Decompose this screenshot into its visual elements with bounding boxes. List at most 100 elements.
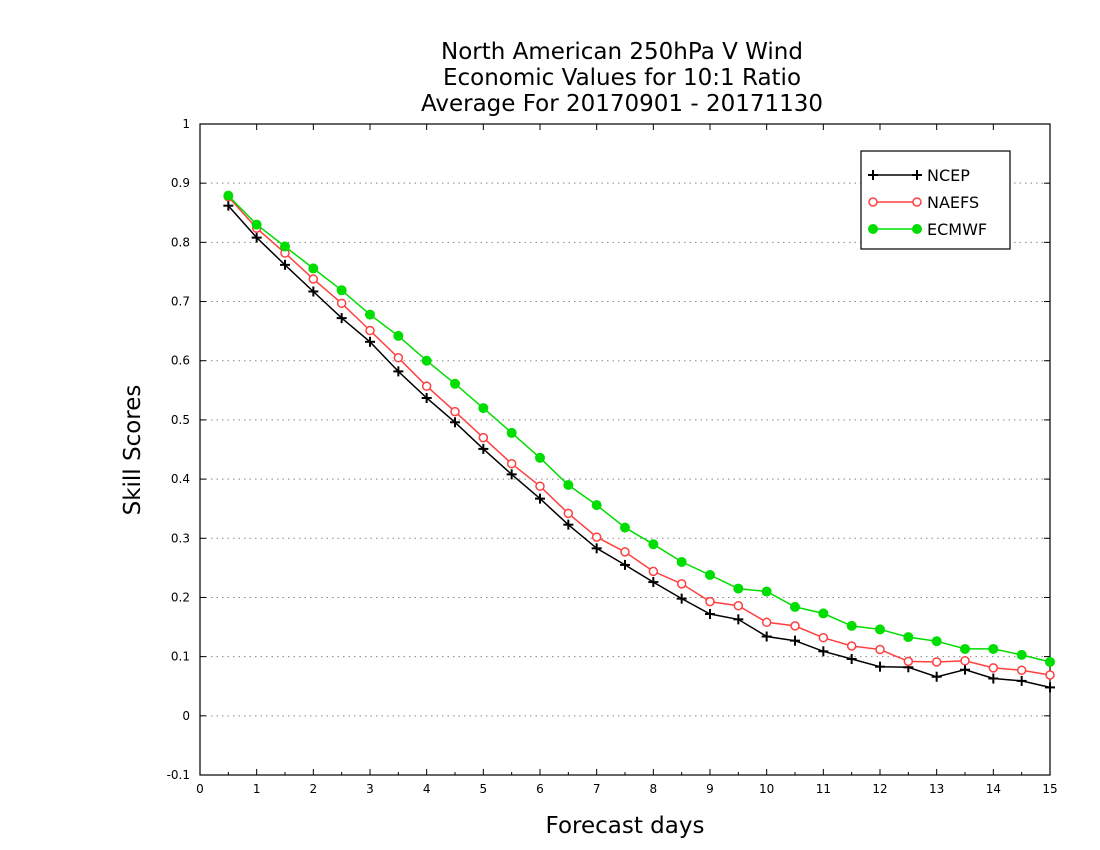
data-point-ncep <box>591 543 602 554</box>
data-point-ecmwf <box>733 583 744 594</box>
y-axis-ticks: -0.1 0 0.1 0.2 0.3 0.4 0.5 0.6 0.7 0.8 0.9 1 <box>167 117 1050 782</box>
data-point-ecmwf <box>1045 656 1055 667</box>
data-point-ecmwf <box>308 263 319 274</box>
y-tick-label: 0.7 <box>171 295 190 309</box>
y-tick-label: 1 <box>182 117 190 131</box>
data-point-ncep <box>535 493 545 504</box>
data-point-ecmwf <box>875 624 885 635</box>
data-point-ecmwf <box>506 427 517 438</box>
legend-box <box>860 150 1011 250</box>
legend-marker-ecmwf <box>868 224 878 234</box>
x-tick-label: 1 <box>253 782 261 796</box>
data-point-ncep <box>790 635 800 646</box>
data-point-ecmwf <box>846 620 857 631</box>
legend-entry-ecmwf: ECMWF <box>868 220 987 239</box>
x-tick-label: 4 <box>423 782 431 796</box>
data-point-naefs <box>478 432 489 443</box>
data-point-ncep <box>818 646 829 657</box>
x-tick-label: 5 <box>480 782 488 796</box>
data-point-ncep <box>365 336 375 347</box>
data-point-ecmwf <box>563 480 574 491</box>
series-line-naefs <box>227 196 1051 676</box>
data-point-ecmwf <box>705 569 715 580</box>
data-point-ncep <box>450 417 460 428</box>
data-point-ecmwf <box>1016 649 1027 660</box>
data-point-ecmwf <box>450 378 460 389</box>
data-point-ecmwf <box>365 309 375 320</box>
data-point-ncep <box>506 469 517 480</box>
data-point-ecmwf <box>421 355 432 366</box>
y-tick-label: 0.8 <box>171 235 190 249</box>
data-point-ncep <box>478 443 489 454</box>
data-point-ncep <box>563 519 574 530</box>
data-point-naefs <box>450 406 460 417</box>
data-point-ecmwf <box>818 608 829 619</box>
data-point-ncep <box>846 654 857 665</box>
series-naefs <box>223 192 1055 680</box>
y-tick-label: 0 <box>182 709 190 723</box>
chart-title-line-3: Average For 20170901 - 20171130 <box>421 91 823 117</box>
legend-entry-naefs: NAEFS <box>868 193 979 212</box>
x-tick-label: 7 <box>593 782 601 796</box>
x-tick-label: 13 <box>929 782 944 796</box>
data-point-naefs <box>648 566 659 577</box>
legend-marker-ecmwf <box>912 224 922 234</box>
series-line-ecmwf <box>227 195 1051 663</box>
data-point-naefs <box>535 481 545 491</box>
data-point-ncep <box>676 593 687 604</box>
x-tick-label: 14 <box>986 782 1001 796</box>
data-point-naefs <box>960 656 970 666</box>
data-point-naefs <box>563 508 574 519</box>
data-point-ncep <box>761 631 772 642</box>
y-axis-title: Skill Scores <box>120 385 146 516</box>
data-point-ecmwf <box>223 190 234 201</box>
chart-title-line-1: North American 250hPa V Wind <box>441 39 803 65</box>
legend-marker-ncep <box>912 170 922 180</box>
x-tick-label: 8 <box>650 782 658 796</box>
data-point-ecmwf <box>336 285 347 296</box>
x-tick-label: 15 <box>1042 782 1057 796</box>
data-series <box>223 190 1055 693</box>
data-point-ncep <box>280 259 290 270</box>
x-axis-title: Forecast days <box>546 813 705 839</box>
legend-entry-ncep: NCEP <box>868 166 970 185</box>
data-point-ecmwf <box>988 643 999 654</box>
chart-title-line-2: Economic Values for 10:1 Ratio <box>443 65 801 91</box>
data-point-naefs <box>591 532 602 542</box>
legend-label-ncep: NCEP <box>927 166 970 185</box>
x-tick-label: 11 <box>816 782 831 796</box>
data-point-ecmwf <box>393 330 404 341</box>
data-point-ecmwf <box>790 601 800 612</box>
legend-marker-ncep <box>868 170 878 180</box>
legend-label-naefs: NAEFS <box>927 193 979 212</box>
data-point-naefs <box>705 596 715 607</box>
data-point-ecmwf <box>620 522 630 533</box>
x-axis-ticks: 0 1 2 3 4 5 6 7 8 9 10 11 12 13 14 15 <box>196 124 1058 796</box>
data-point-ecmwf <box>903 632 914 643</box>
y-tick-label: 0.1 <box>171 650 190 664</box>
data-point-naefs <box>336 298 347 309</box>
data-point-naefs <box>875 644 885 655</box>
data-point-ncep <box>705 609 715 620</box>
data-point-naefs <box>846 641 857 651</box>
data-point-naefs <box>620 547 630 557</box>
data-point-naefs <box>790 621 800 631</box>
data-point-ncep <box>223 200 234 211</box>
data-point-ncep <box>648 577 659 588</box>
data-point-ncep <box>931 671 942 682</box>
series-ncep <box>223 200 1055 693</box>
data-point-ecmwf <box>648 539 659 550</box>
data-point-ncep <box>1045 682 1055 693</box>
gridlines <box>200 182 1050 717</box>
y-tick-label: 0.4 <box>171 472 190 486</box>
x-tick-label: 3 <box>366 782 374 796</box>
x-tick-label: 2 <box>310 782 318 796</box>
data-point-ecmwf <box>960 643 970 654</box>
series-ecmwf <box>223 190 1055 667</box>
data-point-ncep <box>421 393 432 404</box>
data-point-naefs <box>365 325 375 336</box>
data-point-ecmwf <box>761 586 772 597</box>
data-point-naefs <box>931 657 942 667</box>
